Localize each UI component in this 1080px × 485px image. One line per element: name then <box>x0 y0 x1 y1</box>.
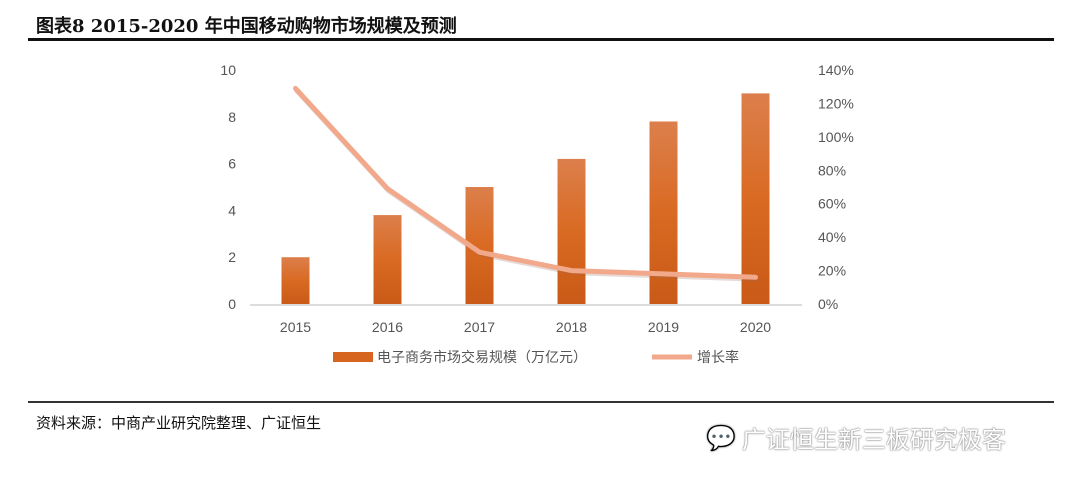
bar <box>557 158 586 304</box>
figure-title: 图表8 2015-2020 年中国移动购物市场规模及预测 <box>36 16 457 37</box>
left-tick-label: 6 <box>228 156 236 172</box>
right-tick-label: 140% <box>818 62 854 78</box>
line-shadow <box>294 87 759 282</box>
x-tick-label: 2019 <box>648 319 679 335</box>
left-tick-label: 8 <box>228 109 236 125</box>
right-tick-label: 100% <box>818 129 854 145</box>
right-tick-label: 80% <box>818 162 846 178</box>
x-tick-label: 2018 <box>556 319 587 335</box>
bar <box>281 257 310 304</box>
left-tick-label: 2 <box>228 249 236 265</box>
right-tick-label: 60% <box>818 196 846 212</box>
right-tick-label: 20% <box>818 263 846 279</box>
left-tick-label: 0 <box>228 296 236 312</box>
x-tick-label: 2015 <box>280 319 311 335</box>
bar <box>373 215 402 304</box>
watermark: 💬 广证恒生新三板研究极客 <box>706 420 1006 455</box>
right-tick-label: 0% <box>818 296 838 312</box>
right-tick-label: 120% <box>818 95 854 111</box>
growth-line <box>293 85 758 280</box>
legend-line-label: 增长率 <box>697 349 739 365</box>
watermark-text: 广证恒生新三板研究极客 <box>741 426 1006 454</box>
x-tick-label: 2017 <box>464 319 495 335</box>
x-tick-label: 2016 <box>372 319 403 335</box>
x-tick-label: 2020 <box>740 319 771 335</box>
source-note: 资料来源：中商产业研究院整理、广证恒生 <box>36 414 322 432</box>
legend-bar-swatch <box>333 352 373 362</box>
top-divider <box>28 38 1054 41</box>
wechat-icon: 💬 <box>706 423 736 452</box>
left-tick-label: 10 <box>220 62 236 78</box>
right-tick-label: 40% <box>818 229 846 245</box>
left-tick-label: 4 <box>228 202 236 218</box>
legend-bar-label: 电子商务市场交易规模（万亿元） <box>377 349 587 365</box>
bar <box>741 93 770 305</box>
bottom-divider <box>28 401 1054 403</box>
